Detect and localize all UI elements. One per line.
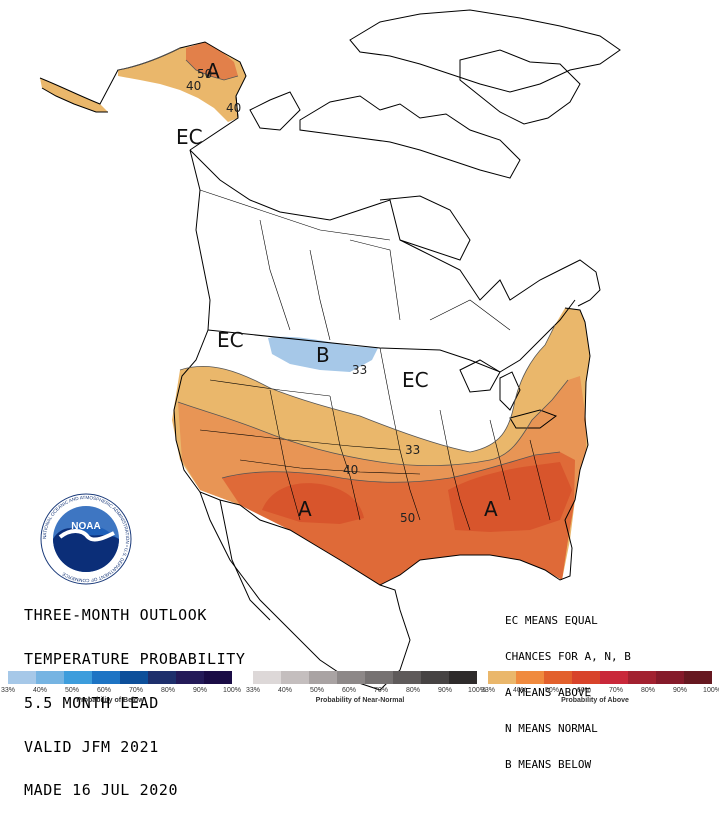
midwest-ec-label: EC (402, 368, 429, 392)
below-33-contour-label: 33 (352, 363, 367, 377)
alaska-above-shading (40, 42, 246, 122)
normal-swatch-3 (309, 671, 337, 684)
normal-tick-label: 90% (437, 687, 453, 694)
above-tick-label: 100% (703, 687, 719, 694)
alaska-40-contour-label-west: 40 (186, 79, 201, 93)
southwest-above-label: A (298, 497, 312, 521)
probability-contours (117, 47, 569, 483)
above-swatch-4 (572, 671, 600, 684)
state-boundaries (199, 189, 551, 531)
below-colorbar-title: Probability of Below (76, 697, 144, 704)
normal-swatch-1 (253, 671, 281, 684)
above-swatch-6 (628, 671, 656, 684)
title-line-3: 5.5 MONTH LEAD (24, 693, 159, 712)
normal-tick-label: 70% (373, 687, 389, 694)
near-normal-colorbar (253, 671, 477, 684)
legend-line-2: CHANCES FOR A, N, B (505, 650, 631, 663)
above-33-contour-label: 33 (405, 443, 420, 457)
title-line-1: THREE-MONTH OUTLOOK (24, 606, 207, 625)
above-colorbar-title: Probability of Above (561, 697, 629, 704)
below-tick-label: 80% (160, 687, 176, 694)
above-tick-label: 80% (640, 687, 656, 694)
normal-swatch-7 (421, 671, 449, 684)
northwest-ec-label: EC (217, 328, 244, 352)
above-50-contour-label: 50 (400, 511, 415, 525)
below-swatch-4 (92, 671, 120, 684)
normal-swatch-6 (393, 671, 421, 684)
below-tick-label: 40% (32, 687, 48, 694)
below-tick-label: 60% (96, 687, 112, 694)
southeast-above-label: A (484, 497, 498, 521)
above-tick-label: 33% (480, 687, 496, 694)
below-tick-label: 33% (0, 687, 16, 694)
below-tick-label: 50% (64, 687, 80, 694)
above-swatch-7 (656, 671, 684, 684)
noaa-logo: NOAA NATIONAL OCEANIC AND ATMOSPHERIC AD… (40, 493, 132, 585)
normal-tick-label: 100% (468, 687, 486, 694)
below-colorbar (8, 671, 232, 684)
below-tick-label: 100% (223, 687, 241, 694)
normal-swatch-8 (449, 671, 477, 684)
alaska-above-label: A (206, 59, 220, 83)
above-swatch-1 (488, 671, 516, 684)
above-tick-label: 70% (608, 687, 624, 694)
alaska-40-contour-label-east: 40 (226, 101, 241, 115)
normal-swatch-5 (365, 671, 393, 684)
above-tick-label: 90% (672, 687, 688, 694)
above-colorbar (488, 671, 712, 684)
above-swatch-2 (516, 671, 544, 684)
normal-tick-label: 33% (245, 687, 261, 694)
normal-tick-label: 40% (277, 687, 293, 694)
above-swatch-5 (600, 671, 628, 684)
near-normal-colorbar-title: Probability of Near-Normal (315, 697, 405, 704)
below-swatch-8 (204, 671, 232, 684)
above-swatch-8 (684, 671, 712, 684)
normal-tick-label: 50% (309, 687, 325, 694)
title-line-4: VALID JFM 2021 (24, 737, 159, 756)
normal-tick-label: 80% (405, 687, 421, 694)
legend-line-4: N MEANS NORMAL (505, 722, 598, 735)
below-swatch-5 (120, 671, 148, 684)
below-swatch-3 (64, 671, 92, 684)
normal-swatch-2 (281, 671, 309, 684)
above-tick-label: 40% (512, 687, 528, 694)
outlook-title-block: THREE-MONTH OUTLOOK TEMPERATURE PROBABIL… (24, 579, 246, 813)
below-swatch-6 (148, 671, 176, 684)
normal-tick-label: 60% (341, 687, 357, 694)
legend-line-5: B MEANS BELOW (505, 758, 592, 771)
below-swatch-2 (36, 671, 64, 684)
above-tick-label: 60% (576, 687, 592, 694)
above-40-contour-label: 40 (343, 463, 358, 477)
legend-line-1: EC MEANS EQUAL (505, 614, 598, 627)
conus-above-shading (172, 308, 590, 585)
alaska-50-contour-label: 50 (197, 67, 212, 81)
alaska-ec-label: EC (176, 125, 203, 149)
below-swatch-7 (176, 671, 204, 684)
below-swatch-1 (8, 671, 36, 684)
above-swatch-3 (544, 671, 572, 684)
legend-line-3: A MEANS ABOVE (505, 686, 592, 699)
normal-swatch-4 (337, 671, 365, 684)
below-tick-label: 70% (128, 687, 144, 694)
montana-below-label: B (316, 343, 330, 367)
below-tick-label: 90% (192, 687, 208, 694)
title-line-5: MADE 16 JUL 2020 (24, 781, 179, 800)
title-line-2: TEMPERATURE PROBABILITY (24, 649, 246, 668)
noaa-wordmark: NOAA (71, 521, 100, 532)
montana-below-shading (268, 336, 378, 372)
above-tick-label: 50% (544, 687, 560, 694)
